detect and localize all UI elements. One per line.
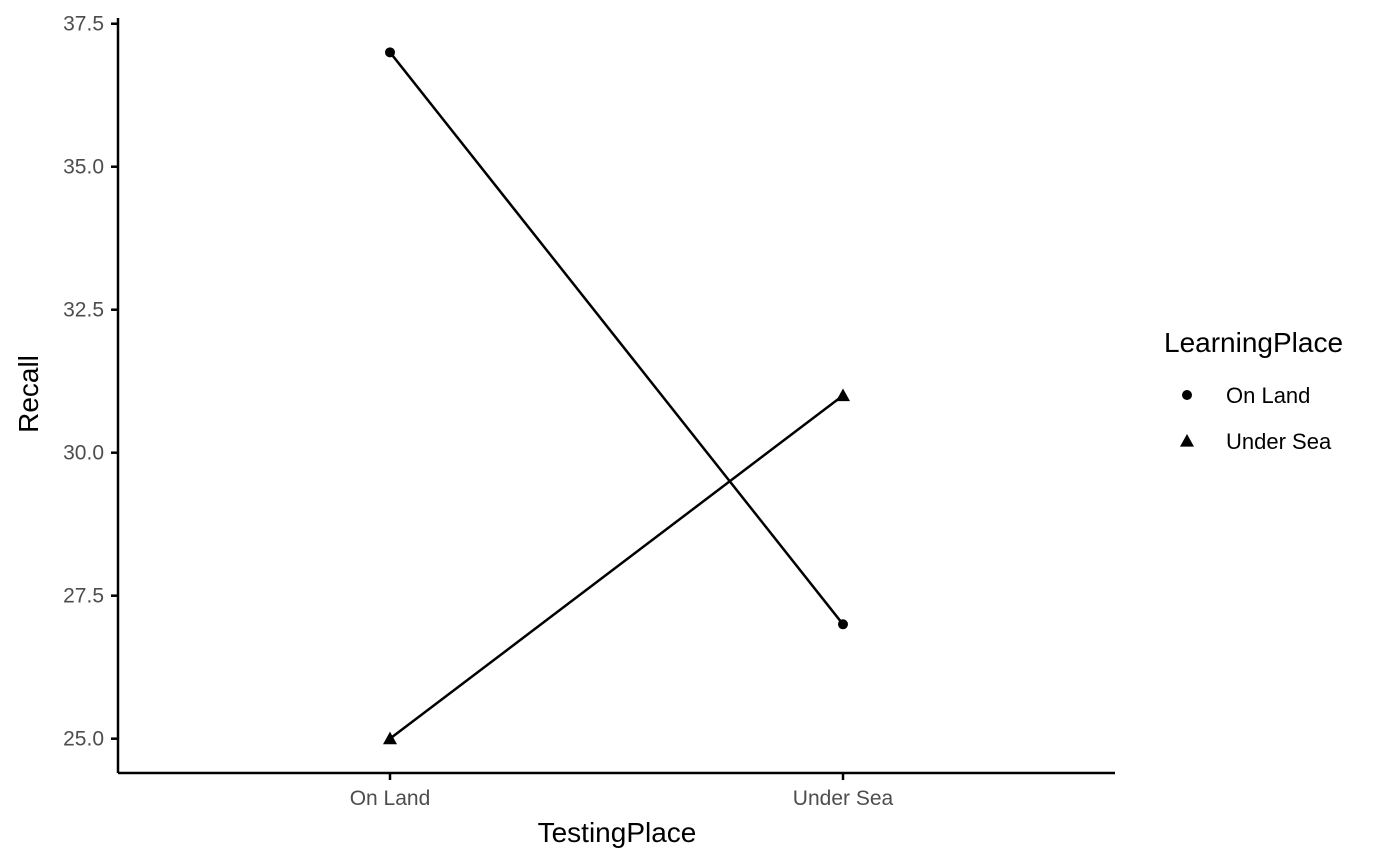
series-line-1 [389,51,844,626]
y-tick-label: 35.0 [63,156,104,179]
legend-label-2: Under Sea [1226,429,1332,454]
series-point-2 [383,731,397,745]
legend-key-2 [1180,434,1194,447]
y-axis-ticks: 25.0 27.5 30.0 32.5 35.0 37.5 [63,13,118,751]
series-point-1 [838,619,848,630]
y-tick-label: 27.5 [63,585,104,608]
x-axis-title: TestingPlace [538,817,697,848]
series-line-2 [389,394,844,740]
legend-label-1: On Land [1226,383,1310,408]
legend: LearningPlace On Land Under Sea [1164,327,1343,454]
legend-title: LearningPlace [1164,327,1343,358]
x-axis-ticks: On Land Under Sea [350,773,894,810]
y-tick-label: 25.0 [63,728,104,751]
series-point-2 [836,388,850,402]
y-tick-label: 37.5 [63,13,104,36]
y-tick-label: 32.5 [63,299,104,322]
x-tick-label: Under Sea [793,787,894,810]
series-point-1 [385,47,395,58]
x-tick-label: On Land [350,787,431,810]
legend-items: On Land Under Sea [1180,383,1332,454]
legend-key-1 [1182,390,1192,400]
y-axis-title: Recall [13,355,44,433]
series-layer [383,47,850,745]
y-tick-label: 30.0 [63,442,104,465]
